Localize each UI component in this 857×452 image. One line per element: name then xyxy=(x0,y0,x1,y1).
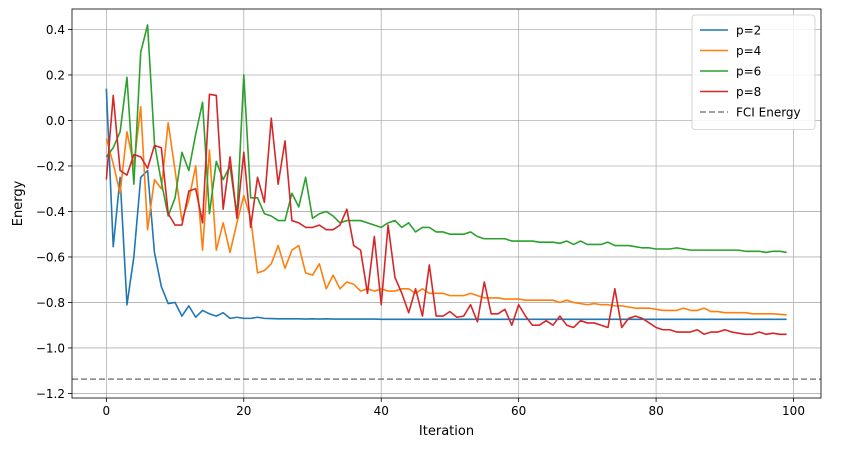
legend-label: p=4 xyxy=(736,44,761,58)
x-axis-label: Iteration xyxy=(419,424,474,439)
y-axis-ticks: 0.4 0.2 0.0 −0.2 −0.4 −0.6 −0.8 −1.0 −1.2 xyxy=(36,23,72,401)
x-tick-label: 20 xyxy=(236,404,251,418)
series-lines xyxy=(105,24,787,336)
y-tick-label: −0.8 xyxy=(36,296,65,310)
y-tick-label: −1.0 xyxy=(36,341,65,355)
y-tick-label: −0.4 xyxy=(36,205,65,219)
x-tick-label: 100 xyxy=(782,404,805,418)
grid xyxy=(72,9,821,398)
legend-label: p=8 xyxy=(736,85,761,99)
legend: p=2 p=4 p=6 p=8 FCI Energy xyxy=(691,14,816,130)
y-axis-label: Energy xyxy=(11,180,26,226)
series-line-p-6 xyxy=(105,24,787,254)
legend-label: FCI Energy xyxy=(736,106,801,120)
y-tick-label: −0.2 xyxy=(36,159,65,173)
plot-area-frame xyxy=(71,8,822,399)
x-tick-label: 40 xyxy=(374,404,389,418)
y-tick-label: −0.6 xyxy=(36,250,65,264)
series-line-p-2 xyxy=(105,88,787,321)
x-tick-label: 80 xyxy=(648,404,663,418)
y-tick-label: 0.4 xyxy=(46,23,65,37)
y-tick-label: 0.2 xyxy=(46,68,65,82)
series-line-p-8 xyxy=(105,93,787,336)
legend-label: p=2 xyxy=(736,24,761,38)
legend-label: p=6 xyxy=(736,65,761,79)
series-line-p-4 xyxy=(105,106,787,316)
x-axis-ticks: 0 20 40 60 80 100 xyxy=(103,398,805,418)
x-tick-label: 0 xyxy=(103,404,111,418)
y-tick-label: 0.0 xyxy=(46,114,65,128)
y-tick-label: −1.2 xyxy=(36,387,65,401)
x-tick-label: 60 xyxy=(511,404,526,418)
legend-box xyxy=(691,14,816,130)
